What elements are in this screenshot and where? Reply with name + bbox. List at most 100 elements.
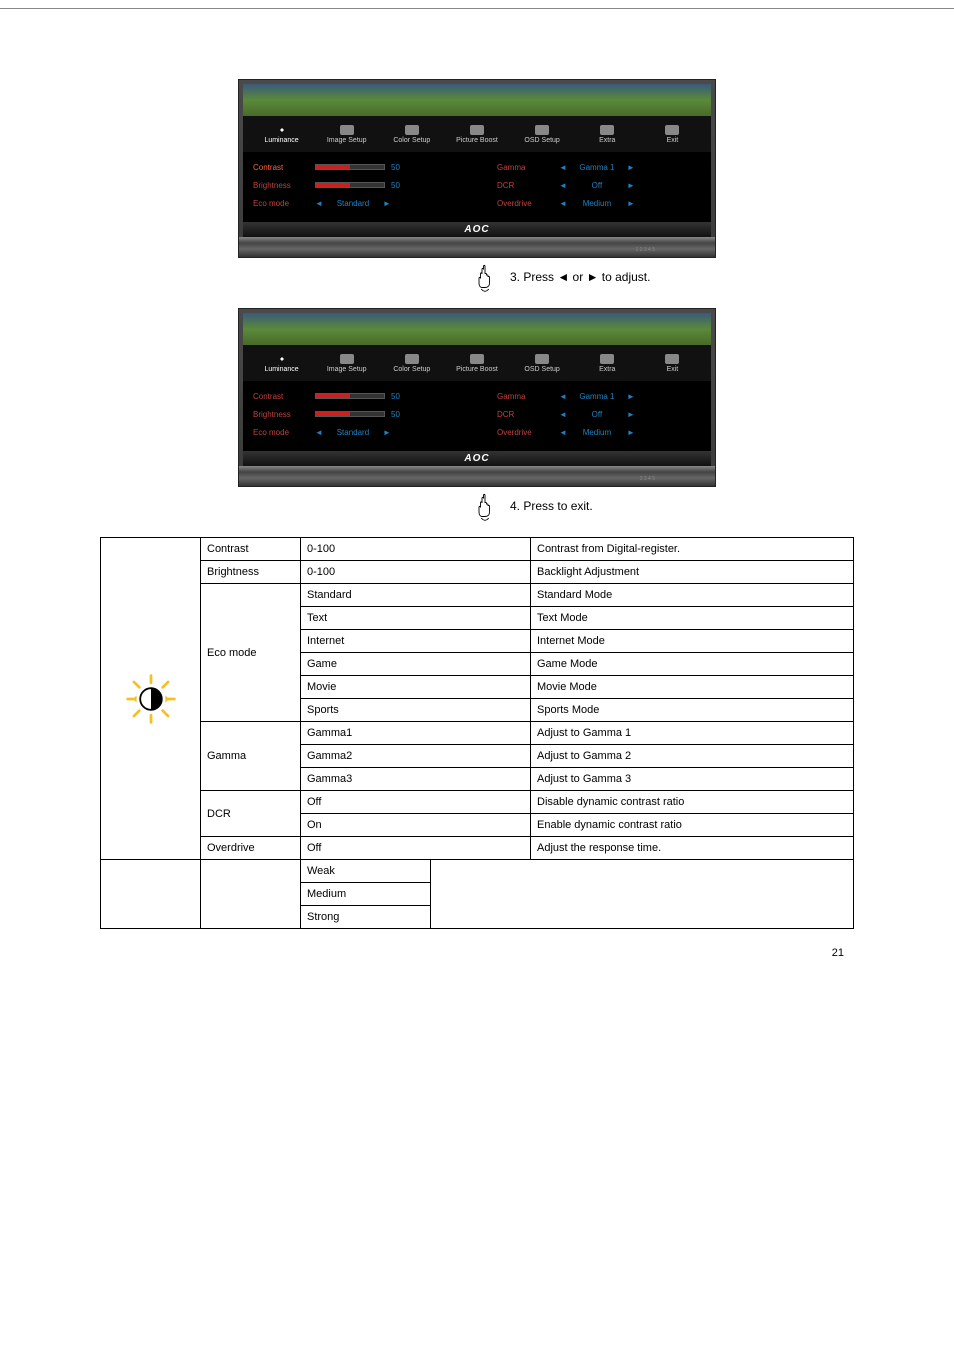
menu-image-setup: Image Setup [316, 120, 377, 148]
menu-image-setup: Image Setup [316, 349, 377, 377]
mode-cell: Off [301, 837, 531, 860]
setting-gamma: Gamma◄Gamma 1► [497, 387, 701, 405]
menu-extra: Extra [577, 120, 638, 148]
mode-cell: Sports [301, 699, 531, 722]
osd-menu: Luminance Image Setup Color Setup Pictur… [243, 116, 711, 152]
range-cell: 0-100 [301, 561, 531, 584]
step3-caption: 3. Press ◄ or ► to adjust. [470, 262, 854, 292]
menu-color-setup: Color Setup [381, 349, 442, 377]
menu-luminance: Luminance [251, 120, 312, 148]
desc-cell: Sports Mode [531, 699, 854, 722]
table-row: Eco mode Standard Standard Mode [101, 584, 854, 607]
mode-cell: Off [301, 791, 531, 814]
mode-cell: Game [301, 653, 531, 676]
step4-caption: 4. Press to exit. [470, 491, 854, 521]
table-row: DCR Off Disable dynamic contrast ratio [101, 791, 854, 814]
mode-cell: Gamma2 [301, 745, 531, 768]
desc-cell: Internet Mode [531, 630, 854, 653]
desc-cell: Contrast from Digital-register. [531, 538, 854, 561]
mode-cell: Gamma1 [301, 722, 531, 745]
image-setup-icon [340, 125, 354, 135]
desc-cell: Movie Mode [531, 676, 854, 699]
sun-icon [275, 354, 289, 364]
mode-cell: Gamma3 [301, 768, 531, 791]
range-cell: 0-100 [301, 538, 531, 561]
picture-boost-icon [470, 125, 484, 135]
desc-cell: Game Mode [531, 653, 854, 676]
menu-exit: Exit [642, 349, 703, 377]
param-cell: Overdrive [201, 837, 301, 860]
menu-osd-setup: OSD Setup [512, 120, 573, 148]
page-number: 21 [832, 947, 844, 959]
osd-screenshot-1: Luminance Image Setup Color Setup Pictur… [238, 79, 716, 258]
setting-eco: Eco mode◄Standard► [253, 194, 457, 212]
desc-cell: Disable dynamic contrast ratio [531, 791, 854, 814]
param-cell: Brightness [201, 561, 301, 584]
aoc-logo: AOC [243, 222, 711, 237]
mode-cell: Movie [301, 676, 531, 699]
table-row: Contrast 0-100 Contrast from Digital-reg… [101, 538, 854, 561]
sun-icon [275, 125, 289, 135]
param-cell: Gamma [201, 722, 301, 791]
menu-color-setup: Color Setup [381, 120, 442, 148]
mode-cell: Strong [301, 906, 431, 929]
setting-overdrive: Overdrive◄Medium► [497, 194, 701, 212]
menu-extra: Extra [577, 349, 638, 377]
extra-icon [600, 354, 614, 364]
setting-gamma: Gamma◄Gamma 1► [497, 158, 701, 176]
desc-cell: Enable dynamic contrast ratio [531, 814, 854, 837]
mode-cell: Medium [301, 883, 431, 906]
mode-cell: Standard [301, 584, 531, 607]
param-cell: Contrast [201, 538, 301, 561]
table-row: Weak [101, 860, 854, 883]
exit-icon [665, 125, 679, 135]
mode-cell: Internet [301, 630, 531, 653]
setting-dcr: DCR◄Off► [497, 176, 701, 194]
setting-contrast: Contrast50 [253, 158, 457, 176]
setting-overdrive: Overdrive◄Medium► [497, 423, 701, 441]
menu-osd-setup: OSD Setup [512, 349, 573, 377]
extra-icon [600, 125, 614, 135]
mode-cell: Text [301, 607, 531, 630]
menu-picture-boost: Picture Boost [446, 349, 507, 377]
desc-cell: Adjust to Gamma 1 [531, 722, 854, 745]
color-setup-icon [405, 125, 419, 135]
table-row: Gamma Gamma1 Adjust to Gamma 1 [101, 722, 854, 745]
setting-dcr: DCR◄Off► [497, 405, 701, 423]
menu-picture-boost: Picture Boost [446, 120, 507, 148]
picture-boost-icon [470, 354, 484, 364]
setting-eco: Eco mode◄Standard► [253, 423, 457, 441]
param-cell: DCR [201, 791, 301, 837]
exit-icon [665, 354, 679, 364]
osd-setup-icon [535, 354, 549, 364]
table-row: Overdrive Off Adjust the response time. [101, 837, 854, 860]
luminance-spec-table-cont: Weak Medium Strong [100, 859, 854, 929]
aoc-logo: AOC [243, 451, 711, 466]
setting-brightness: Brightness50 [253, 176, 457, 194]
osd-screenshot-2: Luminance Image Setup Color Setup Pictur… [238, 308, 716, 487]
setting-brightness: Brightness50 [253, 405, 457, 423]
image-setup-icon [340, 354, 354, 364]
desc-cell: Adjust to Gamma 2 [531, 745, 854, 768]
luminance-icon [124, 672, 178, 726]
hand-icon [470, 491, 500, 521]
osd-menu: Luminance Image Setup Color Setup Pictur… [243, 345, 711, 381]
color-setup-icon [405, 354, 419, 364]
desc-cell: Backlight Adjustment [531, 561, 854, 584]
setting-contrast: Contrast50 [253, 387, 457, 405]
osd-setup-icon [535, 125, 549, 135]
menu-luminance: Luminance [251, 349, 312, 377]
step4-prefix: 4. Press [510, 499, 557, 513]
table-row: Brightness 0-100 Backlight Adjustment [101, 561, 854, 584]
desc-cell: Standard Mode [531, 584, 854, 607]
menu-exit: Exit [642, 120, 703, 148]
hand-icon [470, 262, 500, 292]
desc-cell: Text Mode [531, 607, 854, 630]
mode-cell: On [301, 814, 531, 837]
step4-suffix: to exit. [557, 499, 592, 513]
desc-cell: Adjust the response time. [531, 837, 854, 860]
param-cell: Eco mode [201, 584, 301, 722]
luminance-spec-table: Contrast 0-100 Contrast from Digital-reg… [100, 537, 854, 860]
mode-cell: Weak [301, 860, 431, 883]
desc-cell: Adjust to Gamma 3 [531, 768, 854, 791]
